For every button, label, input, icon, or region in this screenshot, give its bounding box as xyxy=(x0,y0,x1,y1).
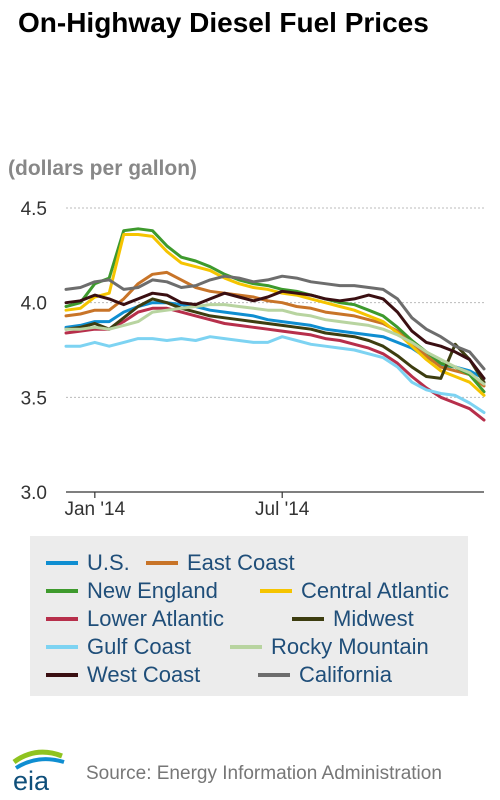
legend-label: New England xyxy=(87,578,218,603)
legend-swatch xyxy=(260,589,292,593)
x-tick-label: Jan '14 xyxy=(64,499,125,520)
series-line-california xyxy=(64,274,486,371)
series-line-midwest xyxy=(64,297,486,384)
legend-item-central-atlantic: Central Atlantic xyxy=(260,578,449,604)
legend-label: Gulf Coast xyxy=(87,634,191,659)
legend-item-lower-atlantic: Lower Atlantic xyxy=(46,606,224,632)
legend-swatch xyxy=(146,561,178,565)
legend-swatch xyxy=(46,645,78,649)
legend-item-west-coast: West Coast xyxy=(46,662,200,688)
legend-item-new-england: New England xyxy=(46,578,218,604)
series-line-rocky-mountain xyxy=(64,303,486,386)
legend-label: Midwest xyxy=(333,606,414,631)
y-tick-label: 3.0 xyxy=(21,483,47,504)
source-note: Source: Energy Information Administratio… xyxy=(86,763,442,784)
legend-swatch xyxy=(46,561,78,565)
series-line-lower-atlantic xyxy=(64,306,486,422)
chart-legend: U.S. East Coast New England Central Atlanti… xyxy=(30,536,468,696)
legend-item-gulf-coast: Gulf Coast xyxy=(46,634,191,660)
y-tick-label: 4.0 xyxy=(21,294,47,315)
legend-label: West Coast xyxy=(87,662,201,687)
series-line-west-coast xyxy=(64,289,486,380)
legend-swatch xyxy=(230,645,262,649)
y-tick-label: 4.5 xyxy=(21,199,47,220)
legend-item-california: California xyxy=(258,662,392,688)
legend-swatch xyxy=(258,673,290,677)
legend-swatch xyxy=(46,673,78,677)
legend-label: Central Atlantic xyxy=(301,578,449,603)
legend-swatch xyxy=(46,617,78,621)
y-axis-units-label: (dollars per gallon) xyxy=(8,157,198,180)
legend-label: East Coast xyxy=(187,550,295,575)
legend-label: U.S. xyxy=(87,550,130,575)
legend-item-rocky-mountain: Rocky Mountain xyxy=(230,634,429,660)
y-tick-label: 3.5 xyxy=(21,388,47,409)
series-line-central-atlantic xyxy=(64,233,486,397)
legend-label: California xyxy=(299,662,392,687)
eia-logo-text: eia xyxy=(13,766,50,794)
line-chart: 3.0 3.5 4.0 4.5 Jan '14 Jul '14 xyxy=(21,199,486,520)
eia-logo: eia xyxy=(12,749,65,794)
legend-label: Lower Atlantic xyxy=(87,606,224,631)
legend-item-midwest: Midwest xyxy=(292,606,414,632)
x-tick-label: Jul '14 xyxy=(255,499,310,520)
legend-item-u-s: U.S. xyxy=(46,550,130,576)
series-line-gulf-coast xyxy=(64,335,486,414)
chart-title: On-Highway Diesel Fuel Prices xyxy=(18,7,429,38)
legend-swatch xyxy=(292,617,324,621)
legend-swatch xyxy=(46,589,78,593)
legend-label: Rocky Mountain xyxy=(271,634,429,659)
legend-item-east-coast: East Coast xyxy=(146,550,295,576)
